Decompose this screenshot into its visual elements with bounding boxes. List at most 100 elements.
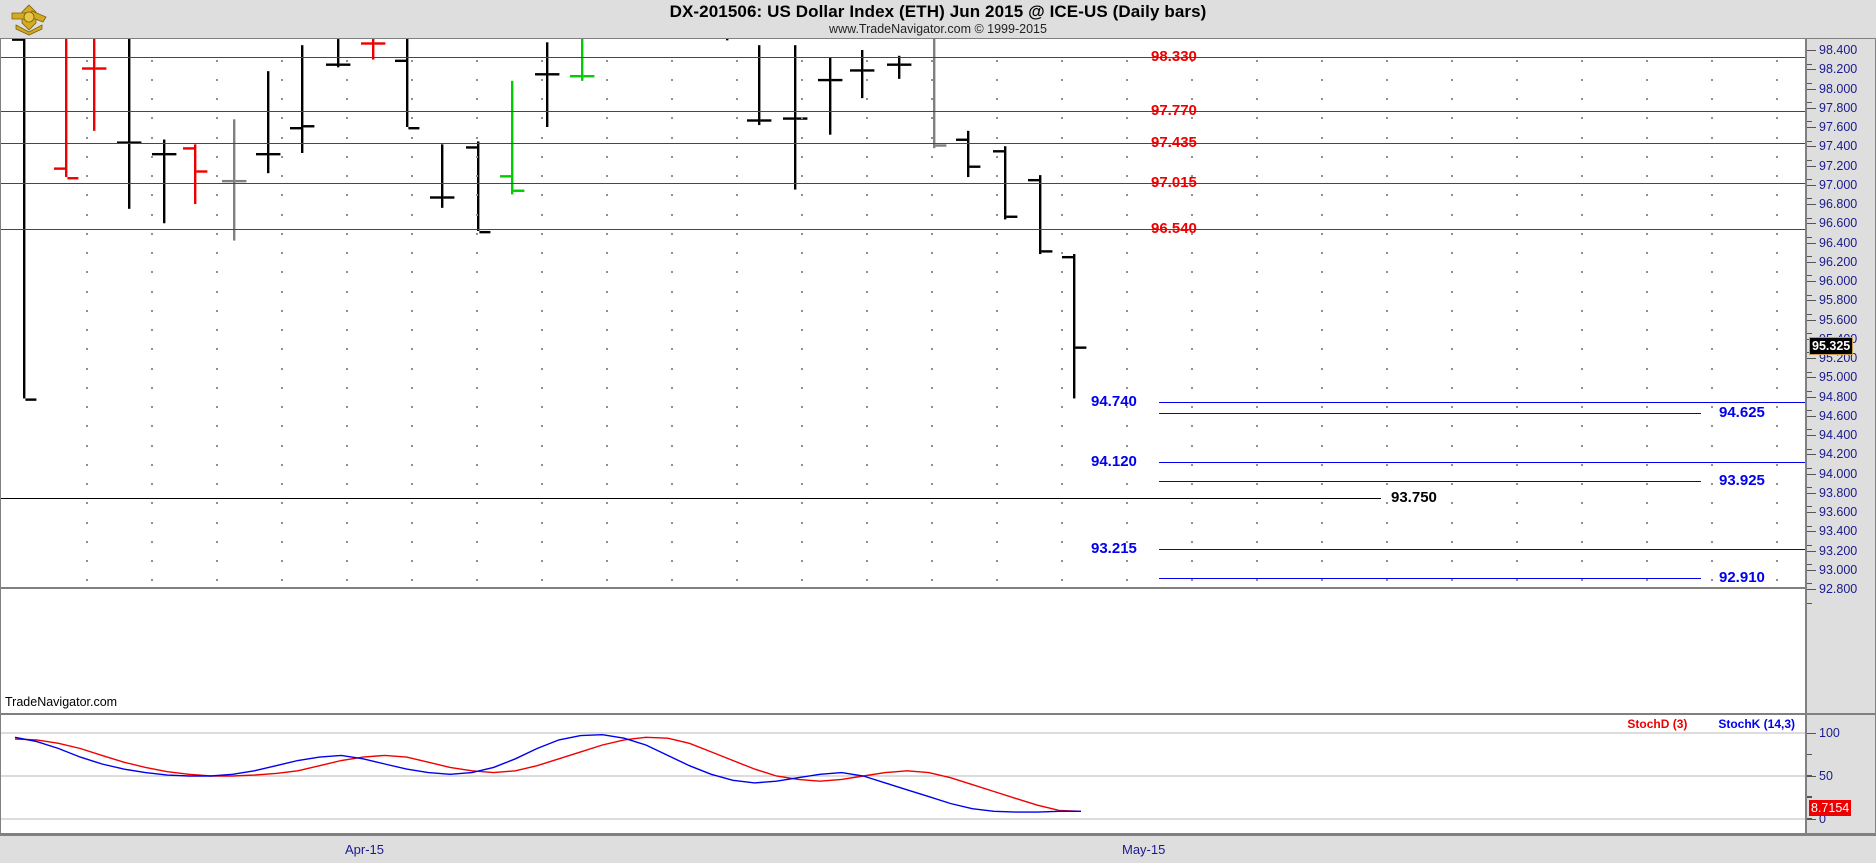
grid-dot <box>606 136 608 139</box>
stochastic-axis[interactable]: 100 50 0 8.7154 <box>1806 714 1876 834</box>
grid-dot <box>346 348 348 351</box>
grid-dot <box>996 155 998 158</box>
grid-dot <box>671 309 673 312</box>
grid-dot <box>1516 444 1518 447</box>
bar-close-tick <box>408 127 420 130</box>
grid-dot <box>866 406 868 409</box>
lower-plot-canvas <box>1 589 1806 714</box>
price-chart-lower-pane[interactable]: TradeNavigator.com <box>0 588 1806 714</box>
date-axis[interactable]: Apr-15 May-15 <box>0 834 1876 863</box>
axis-tick <box>1807 300 1816 302</box>
axis-minor-tick <box>1807 818 1812 819</box>
level-line[interactable] <box>1 229 1805 231</box>
grid-dot <box>801 483 803 486</box>
grid-dot <box>411 521 413 524</box>
axis-label: 93.800 <box>1819 485 1858 500</box>
level-line[interactable] <box>1 56 1805 58</box>
axis-label: 94.600 <box>1819 408 1858 423</box>
level-line[interactable] <box>1 110 1805 112</box>
grid-dot <box>281 444 283 447</box>
grid-dot <box>1581 463 1583 466</box>
grid-dot <box>411 329 413 332</box>
grid-dot <box>1646 406 1648 409</box>
grid-dot <box>151 155 153 158</box>
grid-dot <box>671 78 673 81</box>
grid-dot <box>1321 59 1323 62</box>
bar-range <box>93 39 96 131</box>
grid-dot <box>1321 463 1323 466</box>
grid-dot <box>541 560 543 563</box>
grid-dot <box>736 213 738 216</box>
price-axis[interactable]: 98.400 98.200 98.000 97.800 97.600 97.400 97.2… <box>1806 38 1876 714</box>
grid-dot <box>86 521 88 524</box>
level-line[interactable] <box>1 183 1805 185</box>
bar-range <box>967 130 970 178</box>
legend-item[interactable]: StochD (3) <box>1627 717 1688 731</box>
grid-dot <box>1581 271 1583 274</box>
grid-dot <box>1581 155 1583 158</box>
level-line[interactable] <box>1 142 1805 144</box>
grid-dot <box>86 483 88 486</box>
price-chart-pane[interactable]: 98.330 97.770 97.435 97.015 96.540 94.740 94.6… <box>0 38 1806 588</box>
bar-close-tick <box>479 230 491 234</box>
grid-dot <box>1061 98 1063 101</box>
axis-tick <box>1807 531 1816 533</box>
level-line[interactable] <box>1159 402 1805 404</box>
grid-dot <box>1126 386 1128 389</box>
grid-dot <box>1126 406 1128 409</box>
ohlc-bar <box>54 39 79 180</box>
grid-dot <box>1061 540 1063 543</box>
axis-minor-tick <box>1807 256 1812 257</box>
stochastic-pane[interactable]: StochK (14,3) StochD (3) <box>0 714 1806 834</box>
level-line[interactable] <box>1159 413 1701 415</box>
grid-dot <box>476 444 478 447</box>
grid-dot <box>281 425 283 428</box>
grid-dot <box>1776 540 1778 543</box>
level-line[interactable] <box>1 497 1381 499</box>
level-line[interactable] <box>1159 461 1805 463</box>
grid-dot <box>1191 309 1193 312</box>
grid-dot <box>1191 348 1193 351</box>
axis-minor-tick <box>1807 506 1812 508</box>
grid-dot <box>1191 579 1193 582</box>
grid-dot <box>1191 329 1193 332</box>
grid-dot <box>216 213 218 216</box>
level-line[interactable] <box>1159 578 1701 580</box>
grid-dot <box>1581 194 1583 197</box>
legend-item[interactable]: StochK (14,3) <box>1718 717 1795 731</box>
grid-dot <box>1191 252 1193 255</box>
bar-close-tick <box>935 144 947 147</box>
grid-dot <box>1776 463 1778 466</box>
grid-dot <box>1776 521 1778 524</box>
grid-dot <box>1321 444 1323 447</box>
grid-dot <box>606 117 608 120</box>
level-line[interactable] <box>1159 480 1701 482</box>
grid-dot <box>1451 386 1453 389</box>
grid-dot <box>86 309 88 312</box>
grid-dot <box>1581 560 1583 563</box>
grid-dot <box>86 213 88 216</box>
level-line[interactable] <box>1159 549 1805 551</box>
grid-dot <box>1711 444 1713 447</box>
grid-dot <box>1451 136 1453 139</box>
grid-dot <box>1581 59 1583 62</box>
ohlc-bar <box>256 71 281 174</box>
grid-dot <box>1061 463 1063 466</box>
axis-minor-tick <box>1807 102 1812 103</box>
bar-range <box>23 39 26 399</box>
grid-dot <box>1776 406 1778 409</box>
grid-dot <box>1321 348 1323 351</box>
grid-dot <box>541 386 543 389</box>
grid-dot <box>1256 329 1258 332</box>
axis-minor-tick <box>1807 294 1812 296</box>
grid-dot <box>216 59 218 62</box>
grid-dot <box>736 175 738 178</box>
grid-dot <box>86 59 88 62</box>
grid-dot <box>281 483 283 486</box>
axis-tick <box>1807 396 1816 398</box>
grid-dot <box>996 59 998 62</box>
grid-dot <box>1321 175 1323 178</box>
grid-dot <box>606 367 608 370</box>
grid-dot <box>1386 406 1388 409</box>
grid-dot <box>411 98 413 101</box>
